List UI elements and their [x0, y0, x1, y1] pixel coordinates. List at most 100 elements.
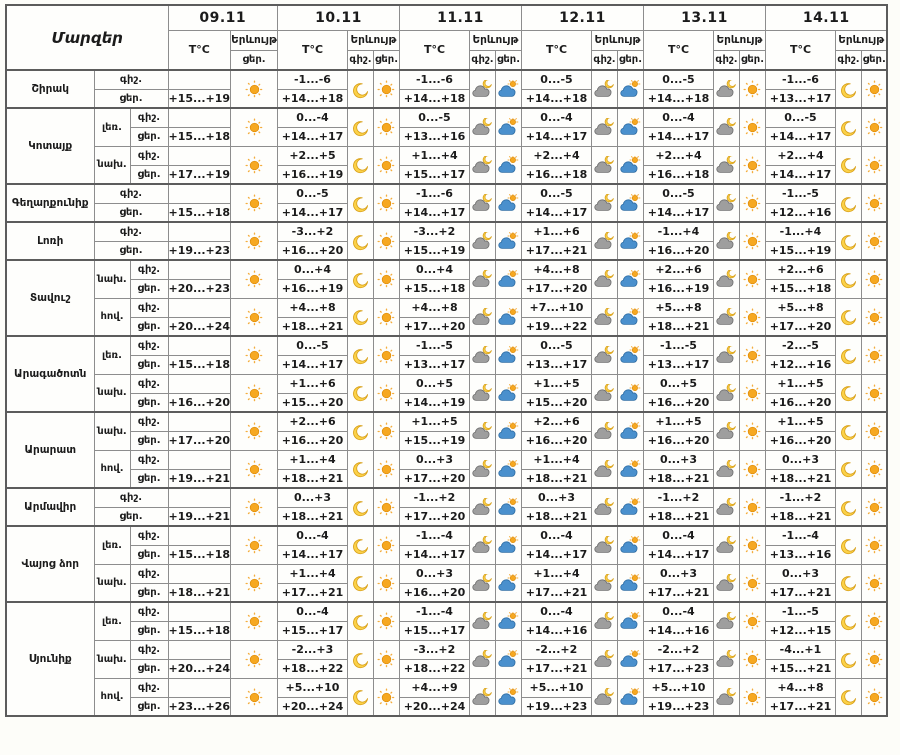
- weather-icon-cell: [834, 373, 862, 413]
- day-temp: +14...+17: [398, 544, 470, 565]
- day-temp: +15...+18: [167, 620, 232, 641]
- sun-icon: [865, 118, 884, 137]
- night-temp: 0...-5: [520, 183, 592, 204]
- sun-icon: [865, 80, 884, 99]
- night-temp: -1...-6: [276, 69, 348, 90]
- weather-icon-cell: [834, 69, 862, 109]
- moon-icon: [840, 120, 857, 137]
- cloud-moon-icon: [593, 422, 615, 441]
- day-label: ցեր.: [129, 430, 169, 451]
- sun-icon: [865, 536, 884, 555]
- day-temp: +14...+17: [276, 126, 348, 147]
- temp-header: T°C: [642, 29, 714, 71]
- sun-icon: [865, 688, 884, 707]
- weather-icon-cell: [468, 411, 496, 451]
- moon-icon: [352, 385, 369, 402]
- day-temp: +17...+21: [642, 582, 714, 603]
- sun-icon: [743, 194, 762, 213]
- weather-icon-cell: [372, 563, 400, 603]
- cloud-moon-icon: [471, 687, 493, 707]
- cloud-moon-icon: [593, 573, 615, 593]
- weather-icon-cell: [494, 297, 522, 337]
- day-temp: +16...+19: [276, 278, 348, 299]
- date-header-13.11: 13.11: [642, 4, 766, 31]
- sun-icon: [743, 574, 762, 593]
- night-temp: 0...-4: [276, 601, 348, 622]
- night-temp: 0...-5: [276, 335, 348, 356]
- night-temp: 0...+3: [642, 563, 714, 584]
- cloud-moon-icon: [593, 80, 615, 99]
- night-temp: 0...-5: [642, 69, 714, 90]
- cloud-moon-icon: [715, 80, 737, 99]
- day-temp: +17...+23: [642, 658, 714, 679]
- night-temp: 0...-4: [520, 107, 592, 128]
- region-name: Շիրակ: [5, 69, 95, 109]
- weather-icon-cell: [738, 487, 766, 527]
- day-temp: +15...+17: [276, 620, 348, 641]
- sun-icon: [865, 612, 884, 631]
- night-subheader: գիշ.: [346, 49, 374, 71]
- weather-icon-cell: [346, 677, 374, 717]
- weather-icon-cell: [738, 601, 766, 641]
- day-temp: +20...+24: [398, 696, 470, 717]
- weather-icon-cell: [230, 487, 278, 527]
- sun-icon: [377, 574, 396, 593]
- day-temp: +15...+18: [167, 126, 232, 147]
- day-temp: +19...+23: [167, 240, 232, 261]
- day-temp: +15...+17: [398, 620, 470, 641]
- cloud-moon-icon: [593, 612, 615, 631]
- day-temp: +12...+15: [764, 620, 836, 641]
- night-temp: +1...+4: [520, 449, 592, 470]
- weather-icon-cell: [616, 107, 644, 147]
- night-label: գիշ.: [129, 677, 169, 698]
- cloud-sun-icon: [497, 573, 519, 593]
- night-temp: +2...+6: [764, 259, 836, 280]
- moon-icon: [352, 234, 369, 251]
- moon-icon: [840, 196, 857, 213]
- night-temp: 0...+3: [764, 449, 836, 470]
- cloud-sun-icon: [619, 270, 641, 289]
- day-label: ցեր.: [129, 126, 169, 147]
- weather-icon-cell: [230, 183, 278, 223]
- cloud-moon-icon: [715, 155, 737, 175]
- sun-icon: [377, 156, 396, 175]
- sun-icon: [743, 498, 762, 517]
- weather-icon-cell: [494, 677, 522, 717]
- cloud-sun-icon: [619, 459, 641, 479]
- night-temp: +7...+10: [520, 297, 592, 318]
- forecast-row-night: հով. գիշ. +1...+4 0...+3: [6, 449, 888, 489]
- day-label: ցեր.: [129, 278, 169, 299]
- weather-icon-cell: [230, 563, 278, 603]
- weather-icon-cell: [494, 601, 522, 641]
- sun-icon: [743, 612, 762, 631]
- cloud-sun-icon: [619, 118, 641, 137]
- weather-icon-cell: [346, 449, 374, 489]
- day-label: ցեր.: [93, 88, 169, 109]
- sun-icon: [743, 460, 762, 479]
- cloud-moon-icon: [593, 498, 615, 517]
- sun-icon: [865, 156, 884, 175]
- cloud-moon-icon: [471, 459, 493, 479]
- cloud-moon-icon: [471, 155, 493, 175]
- night-temp: [167, 145, 232, 166]
- forecast-row-day: ցեր. +20...+23 +16...+19 +15...+18 +17...+20…: [6, 278, 887, 299]
- weather-icon-cell: [860, 449, 888, 489]
- weather-icon-cell: [712, 183, 740, 223]
- day-temp: +12...+16: [764, 354, 836, 375]
- weather-icon-cell: [834, 411, 862, 451]
- day-temp: +16...+20: [764, 430, 836, 451]
- weather-icon-cell: [494, 563, 522, 603]
- night-subheader: գիշ.: [468, 49, 496, 71]
- weather-icon-cell: [712, 297, 740, 337]
- weather-icon-cell: [468, 145, 496, 185]
- cloud-moon-icon: [715, 498, 737, 517]
- day-temp: +17...+21: [764, 696, 836, 717]
- weather-icon-cell: [468, 297, 496, 337]
- night-temp: +4...+8: [276, 297, 348, 318]
- sun-icon: [245, 118, 264, 137]
- sun-icon: [377, 118, 396, 137]
- night-temp: +1...+5: [642, 411, 714, 432]
- night-temp: +5...+8: [642, 297, 714, 318]
- weather-icon-cell: [372, 221, 400, 261]
- day-temp: +17...+21: [276, 582, 348, 603]
